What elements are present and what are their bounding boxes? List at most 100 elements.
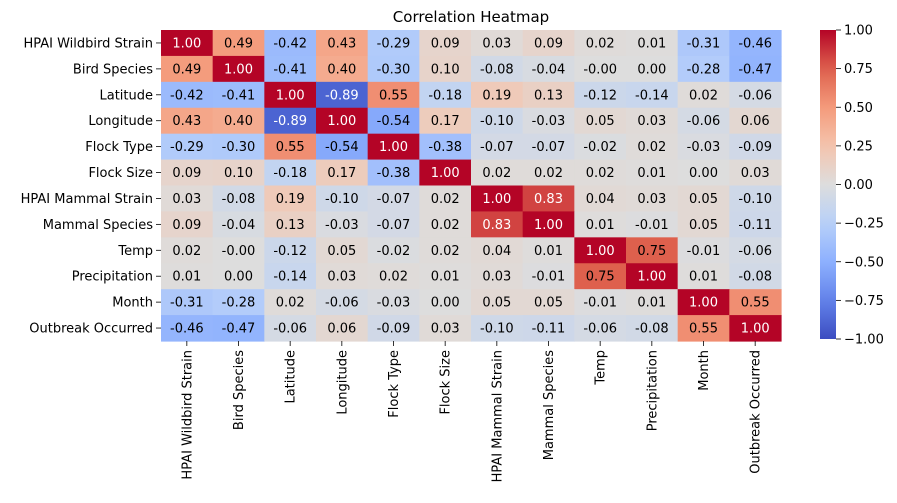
cell-value-label: 0.02: [172, 244, 201, 259]
y-tick-label: Month: [112, 296, 153, 311]
cell-value-label: 0.43: [327, 36, 356, 51]
heatmap-cell: [419, 30, 472, 57]
colorbar-tick-label: 0.00: [844, 178, 873, 193]
cell-value-label: -0.29: [170, 140, 204, 155]
cell-value-label: -0.42: [273, 36, 307, 51]
heatmap-cell: [161, 107, 214, 135]
heatmap-cell: [264, 133, 317, 161]
heatmap-cell: [677, 289, 730, 316]
cell-value-label: 0.55: [379, 88, 408, 103]
cell-value-label: 0.13: [534, 88, 563, 103]
heatmap-cell: [264, 159, 317, 187]
cell-value-label: -0.18: [273, 166, 307, 181]
heatmap-cell: [677, 159, 730, 187]
heatmap-cell: [729, 133, 782, 161]
cell-value-label: 1.00: [482, 192, 511, 207]
heatmap-cell: [316, 159, 369, 187]
cell-value-label: -0.47: [222, 322, 256, 337]
cell-value-label: -0.03: [687, 140, 721, 155]
cell-value-label: 0.09: [172, 166, 201, 181]
cell-value-label: -0.89: [273, 114, 307, 129]
cell-value-label: 0.05: [327, 244, 356, 259]
cell-value-label: -0.12: [273, 244, 307, 259]
heatmap-cell: [264, 289, 317, 316]
cell-value-label: 0.03: [637, 114, 666, 129]
cell-value-label: -0.28: [687, 62, 721, 77]
cell-value-label: 0.02: [482, 166, 511, 181]
cell-value-label: 0.02: [534, 166, 563, 181]
cell-value-label: 0.02: [379, 270, 408, 285]
heatmap-cell: [729, 315, 782, 342]
heatmap-cell: [212, 289, 265, 316]
cell-value-label: 0.01: [172, 270, 201, 285]
y-tick-label: Mammal Species: [43, 218, 153, 233]
cell-value-label: -0.06: [687, 114, 721, 129]
heatmap-cell: [212, 159, 265, 187]
heatmap-cell: [161, 263, 214, 290]
heatmap-cell: [729, 30, 782, 57]
heatmap-cell: [419, 159, 472, 187]
heatmap-cell: [574, 185, 627, 213]
cell-value-label: 0.03: [637, 192, 666, 207]
cell-value-label: 0.02: [689, 88, 718, 103]
cell-value-label: 1.00: [224, 62, 253, 77]
cell-value-label: -0.01: [532, 270, 566, 285]
cell-value-label: -0.10: [325, 192, 359, 207]
cell-value-label: -0.09: [377, 322, 411, 337]
cell-value-label: 0.05: [482, 296, 511, 311]
cell-value-label: -0.07: [377, 218, 411, 233]
heatmap-cell: [626, 211, 679, 238]
heatmap-cell: [471, 107, 524, 135]
cell-value-label: 0.13: [276, 218, 305, 233]
cell-value-label: 0.09: [431, 36, 460, 51]
heatmap-cell: [471, 185, 524, 213]
heatmap-cell: [574, 315, 627, 342]
heatmap-cell: [367, 263, 420, 290]
cell-value-label: -0.54: [325, 140, 359, 155]
heatmap-cell: [574, 237, 627, 264]
cell-value-label: -0.04: [532, 62, 566, 77]
heatmap-cell: [522, 30, 575, 57]
heatmap-cell: [212, 107, 265, 135]
heatmap-cell: [367, 289, 420, 316]
heatmap-cell: [316, 107, 369, 135]
heatmap-cell: [677, 211, 730, 238]
heatmap-cell: [316, 55, 369, 83]
heatmap-cell: [522, 315, 575, 342]
heatmap-cell: [367, 55, 420, 83]
heatmap-cell: [316, 315, 369, 342]
colorbar-tick-label: −0.50: [844, 255, 884, 270]
heatmap-cell: [677, 237, 730, 264]
heatmap-cell: [626, 315, 679, 342]
heatmap-cell: [677, 315, 730, 342]
cell-value-label: 0.01: [637, 296, 666, 311]
heatmap-cell: [212, 263, 265, 290]
heatmap-cell: [729, 107, 782, 135]
heatmap-cell: [626, 237, 679, 264]
heatmap-cell: [471, 263, 524, 290]
cell-value-label: -0.07: [377, 192, 411, 207]
cell-value-label: -0.30: [222, 140, 256, 155]
cell-value-label: 0.55: [276, 140, 305, 155]
chart-title: Correlation Heatmap: [393, 8, 549, 26]
x-tick-label: Temp: [594, 350, 609, 386]
heatmap-cell: [522, 107, 575, 135]
heatmap-cells: 1.00 0.49 -0.42 0.43 -0.29 0.09 0.03 0.09 0.02 0.…: [161, 30, 782, 342]
heatmap-cell: [161, 55, 214, 83]
cell-value-label: 0.19: [276, 192, 305, 207]
colorbar-tick-label: −0.75: [844, 294, 884, 309]
heatmap-cell: [264, 237, 317, 264]
cell-value-label: -0.01: [635, 218, 669, 233]
heatmap-cell: [419, 133, 472, 161]
heatmap-cell: [574, 133, 627, 161]
heatmap-cell: [419, 263, 472, 290]
cell-value-label: 0.03: [482, 36, 511, 51]
cell-value-label: -0.46: [738, 36, 772, 51]
cell-value-label: -0.11: [738, 218, 772, 233]
heatmap-cell: [471, 315, 524, 342]
cell-value-label: 0.17: [327, 166, 356, 181]
cell-value-label: 0.02: [431, 218, 460, 233]
heatmap-cell: [574, 211, 627, 238]
cell-value-label: 0.55: [689, 322, 718, 337]
